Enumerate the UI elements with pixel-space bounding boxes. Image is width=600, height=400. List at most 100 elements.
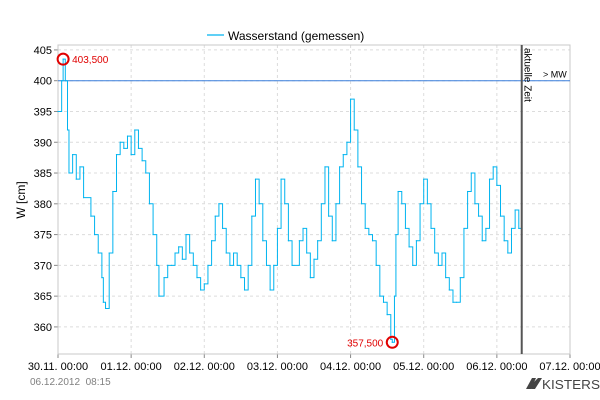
data-point bbox=[221, 227, 224, 230]
data-point bbox=[102, 301, 104, 303]
data-point bbox=[243, 289, 246, 291]
data-point bbox=[115, 153, 118, 156]
data-point bbox=[83, 197, 85, 199]
data-point bbox=[225, 252, 227, 254]
data-point bbox=[156, 264, 158, 266]
data-point bbox=[342, 153, 344, 156]
data-point bbox=[320, 203, 322, 205]
data-point bbox=[291, 264, 293, 266]
data-point bbox=[499, 215, 502, 217]
data-point bbox=[496, 184, 498, 186]
y-tick-label: 390 bbox=[34, 137, 52, 149]
x-tick-label: 04.12. 00:00 bbox=[320, 361, 381, 373]
data-point bbox=[141, 160, 143, 162]
data-point bbox=[331, 240, 333, 242]
data-point bbox=[62, 58, 64, 60]
data-point bbox=[441, 252, 443, 254]
data-point bbox=[518, 227, 520, 230]
data-point bbox=[368, 233, 370, 236]
data-point bbox=[404, 227, 407, 230]
data-point bbox=[452, 301, 454, 303]
data-point bbox=[64, 80, 66, 82]
data-point bbox=[430, 227, 432, 230]
data-point bbox=[207, 264, 209, 266]
data-point bbox=[481, 240, 483, 242]
data-point bbox=[335, 203, 337, 205]
data-point bbox=[456, 301, 458, 303]
data-point bbox=[93, 233, 96, 236]
y-tick-label: 395 bbox=[34, 106, 52, 118]
y-axis-label: W [cm] bbox=[14, 181, 28, 218]
data-point bbox=[254, 178, 257, 180]
data-point bbox=[185, 233, 187, 236]
data-point bbox=[181, 258, 183, 260]
data-point bbox=[371, 240, 374, 242]
data-point bbox=[467, 190, 469, 193]
data-point bbox=[412, 264, 414, 266]
data-point bbox=[390, 338, 392, 340]
y-tick-label: 380 bbox=[34, 199, 52, 211]
svg-text:KISTERS: KISTERS bbox=[542, 377, 600, 392]
data-point bbox=[192, 264, 194, 266]
data-point bbox=[313, 258, 315, 260]
x-tick-label: 01.12. 00:00 bbox=[101, 361, 162, 373]
legend: Wasserstand (gemessen) bbox=[207, 29, 364, 43]
data-point bbox=[507, 252, 509, 254]
data-point bbox=[463, 227, 465, 230]
kisters-logo: KISTERS bbox=[526, 377, 600, 392]
data-point bbox=[492, 166, 494, 168]
x-tick-label: 03.12. 00:00 bbox=[247, 361, 308, 373]
data-point bbox=[214, 215, 216, 217]
plot-frame bbox=[57, 44, 571, 355]
data-point bbox=[232, 252, 235, 254]
data-point bbox=[284, 203, 286, 205]
data-point bbox=[386, 314, 388, 316]
data-point bbox=[317, 240, 319, 242]
data-point bbox=[251, 215, 253, 217]
min-value-label: 357,500 bbox=[347, 338, 384, 349]
data-point bbox=[470, 172, 472, 174]
data-point bbox=[240, 277, 242, 279]
data-point bbox=[126, 135, 129, 137]
data-point bbox=[75, 178, 77, 180]
data-point bbox=[273, 264, 275, 266]
data-point bbox=[163, 277, 165, 279]
data-point bbox=[459, 277, 461, 279]
data-point bbox=[152, 233, 154, 236]
y-tick-label: 370 bbox=[34, 260, 52, 272]
data-point bbox=[276, 227, 279, 230]
data-point bbox=[488, 178, 491, 180]
data-point bbox=[167, 264, 169, 266]
data-point bbox=[130, 153, 132, 156]
data-point bbox=[211, 240, 213, 242]
data-point bbox=[137, 147, 140, 150]
data-point bbox=[393, 295, 396, 297]
data-point bbox=[66, 129, 69, 131]
data-point bbox=[148, 203, 151, 205]
data-point bbox=[196, 277, 198, 279]
x-tick-label: 30.11. 00:00 bbox=[28, 361, 88, 373]
max-value-label: 403,500 bbox=[72, 55, 109, 66]
data-point bbox=[298, 240, 300, 242]
data-point bbox=[72, 153, 74, 156]
data-point bbox=[503, 240, 505, 242]
data-point bbox=[382, 301, 385, 303]
data-point bbox=[445, 277, 447, 279]
data-point bbox=[287, 240, 289, 242]
data-point bbox=[309, 277, 311, 279]
data-point bbox=[477, 215, 480, 217]
data-point bbox=[61, 80, 63, 82]
x-tick-label: 05.12. 00:00 bbox=[393, 361, 454, 373]
data-point bbox=[434, 252, 436, 254]
data-point bbox=[395, 233, 397, 236]
data-point bbox=[391, 341, 393, 343]
data-point bbox=[145, 172, 147, 174]
data-point bbox=[357, 166, 359, 168]
data-point bbox=[360, 203, 363, 205]
data-point bbox=[302, 227, 304, 230]
data-point bbox=[108, 252, 110, 254]
data-point bbox=[123, 147, 125, 150]
data-point bbox=[174, 252, 176, 254]
